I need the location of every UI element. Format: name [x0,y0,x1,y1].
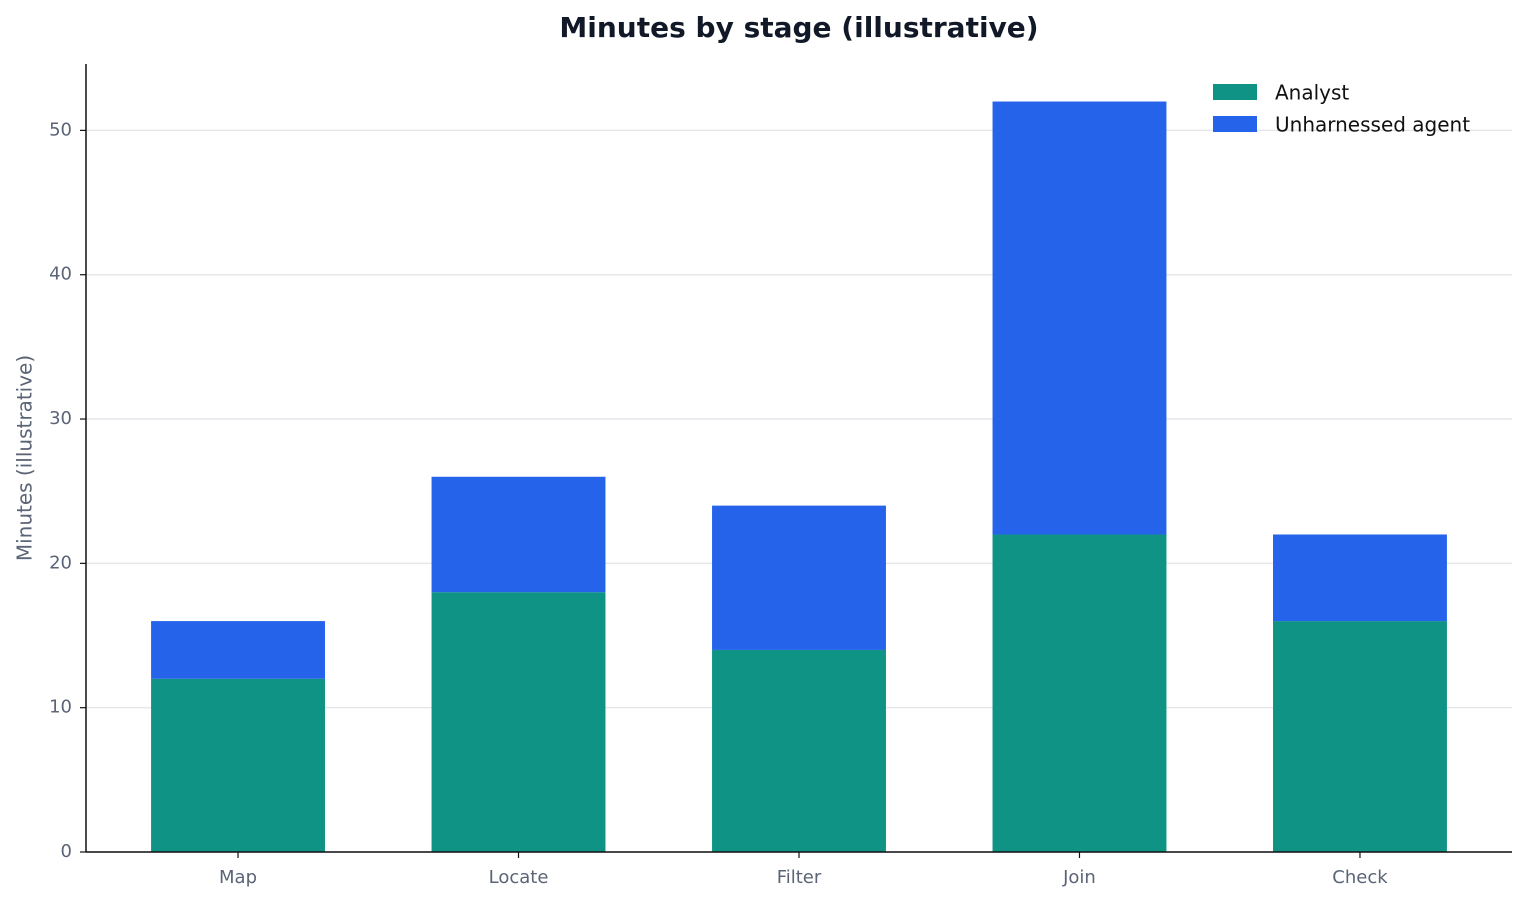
x-tick-label: Locate [489,867,549,888]
bars [151,101,1447,852]
bar-segment [1273,621,1447,852]
x-tick-label: Map [219,867,257,888]
y-tick-label: 0 [61,841,72,862]
y-tick-label: 20 [49,552,72,573]
x-tick-label: Filter [777,867,822,888]
y-tick-label: 10 [49,697,72,718]
bar-segment [992,534,1167,852]
chart-title: Minutes by stage (illustrative) [559,11,1038,44]
bar-segment [712,649,886,852]
x-tick-label: Join [1062,867,1096,888]
legend: Analyst Unharnessed agent [1213,81,1470,137]
bar-segment [992,101,1167,535]
bar-segment [151,678,325,852]
bar-segment [431,592,606,852]
y-axis-label: Minutes (illustrative) [13,355,37,561]
legend-swatch [1213,84,1257,100]
bar-segment [712,505,886,650]
x-tick-label: Check [1332,867,1388,888]
bar-segment [431,476,606,593]
legend-label: Unharnessed agent [1275,113,1470,137]
bar-segment [1273,534,1447,622]
legend-label: Analyst [1275,81,1349,105]
grid: 0 10 20 30 40 50 Map Locate Filter Join Check [49,119,1512,888]
y-tick-label: 40 [49,264,72,285]
y-tick-label: 30 [49,408,72,429]
bar-segment [151,621,325,679]
legend-swatch [1213,116,1257,132]
y-tick-label: 50 [49,119,72,140]
